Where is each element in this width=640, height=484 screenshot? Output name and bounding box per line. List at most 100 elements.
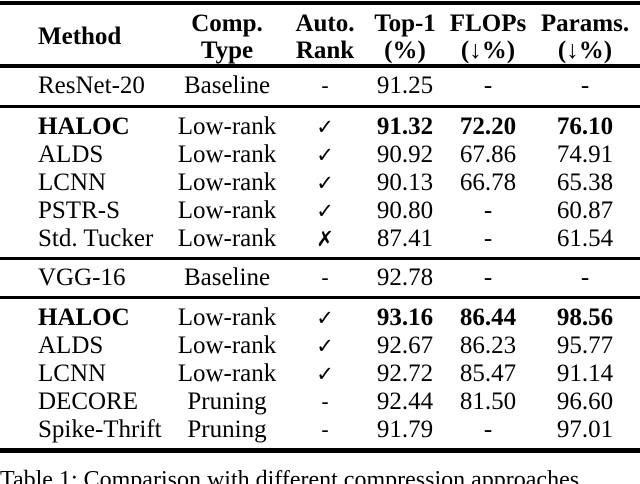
auto-rank-cell: - [321,266,329,290]
header-comp-type: Comp. Type [168,9,286,64]
comp-type-cell: Baseline [183,264,271,291]
header-method-label: Method [38,23,122,50]
table-row: Spike-Thrift Pruning - 91.79 - 97.01 [0,416,640,444]
header-comp-type-line1: Comp. [191,9,263,37]
header-top1-line2: (%) [384,36,426,64]
table-section: VGG-16 Baseline - 92.78 - - [0,260,640,296]
auto-rank-cell: - [321,74,329,98]
header-auto-rank-line1: Auto. [295,9,355,37]
header-params-line2: (↓%) [557,36,613,64]
table-header-row: Method Comp. Type Auto. Rank Top-1 (%) F… [0,5,640,64]
header-flops: FLOPs (↓%) [446,9,530,64]
header-flops-line1: FLOPs [449,9,527,37]
auto-rank-cell: ✓ [316,143,334,167]
table-bottom-rule [0,448,640,453]
table-section: HALOC Low-rank ✓ 91.32 72.20 76.10 ALDS … [0,108,640,257]
table-section: ResNet-20 Baseline - 91.25 - - [0,68,640,105]
params-cell: 60.87 [556,197,614,224]
comp-type-cell: Low-rank [177,225,277,252]
method-cell: LCNN [38,360,107,387]
method-cell: DECORE [38,388,138,415]
top1-cell: 90.92 [376,141,434,168]
params-cell: 74.91 [556,141,614,168]
table-row: PSTR-S Low-rank ✓ 90.80 - 60.87 [0,197,640,225]
params-cell: 98.56 [556,304,614,331]
flops-cell: - [483,197,493,224]
header-top1: Top-1 (%) [364,9,446,64]
table-top-rule [0,1,640,5]
header-auto-rank: Auto. Rank [286,9,364,64]
method-cell: HALOC [38,304,130,331]
table-row: LCNN Low-rank ✓ 90.13 66.78 65.38 [0,169,640,197]
top1-cell: 90.80 [376,197,434,224]
params-cell: 91.14 [556,360,614,387]
header-method: Method [0,9,168,64]
params-cell: 96.60 [556,388,614,415]
method-cell: HALOC [38,113,130,140]
header-comp-type-line2: Type [200,36,254,64]
table-row: LCNN Low-rank ✓ 92.72 85.47 91.14 [0,360,640,388]
auto-rank-cell: ✓ [316,115,334,139]
top1-cell: 92.78 [376,264,434,291]
auto-rank-cell: - [321,390,329,414]
method-cell: Spike-Thrift [38,416,162,443]
comparison-table: Method Comp. Type Auto. Rank Top-1 (%) F… [0,1,640,453]
flops-cell: 72.20 [459,113,517,140]
flops-cell: - [483,264,493,291]
auto-rank-cell: ✓ [316,199,334,223]
comp-type-cell: Low-rank [177,169,277,196]
method-cell: PSTR-S [38,197,120,224]
top1-cell: 92.67 [376,332,434,359]
auto-rank-cell: - [321,418,329,442]
comp-type-cell: Baseline [183,72,271,99]
table-row: ALDS Low-rank ✓ 90.92 67.86 74.91 [0,141,640,169]
flops-cell: 66.78 [459,169,517,196]
comp-type-cell: Low-rank [177,360,277,387]
method-cell: ALDS [38,141,104,168]
header-auto-rank-line2: Rank [295,36,355,64]
comp-type-cell: Low-rank [177,304,277,331]
table-row: ALDS Low-rank ✓ 92.67 86.23 95.77 [0,332,640,360]
auto-rank-cell: ✓ [316,306,334,330]
method-cell: LCNN [38,169,107,196]
params-cell: - [580,72,590,99]
top1-cell: 91.25 [376,72,434,99]
flops-cell: 86.44 [459,304,517,331]
top1-cell: 90.13 [376,169,434,196]
method-cell: ALDS [38,332,104,359]
flops-cell: - [483,416,493,443]
comp-type-cell: Low-rank [177,197,277,224]
table-body: ResNet-20 Baseline - 91.25 - - HALOC Low… [0,68,640,448]
top1-cell: 91.32 [376,113,434,140]
header-bottom-rule [0,64,640,68]
table-row: Std. Tucker Low-rank ✗ 87.41 - 61.54 [0,225,640,253]
comp-type-cell: Low-rank [177,332,277,359]
header-params-line1: Params. [540,9,630,37]
auto-rank-cell: ✗ [316,227,334,251]
params-cell: 76.10 [556,113,614,140]
auto-rank-cell: ✓ [316,171,334,195]
header-flops-line2: (↓%) [460,36,516,64]
flops-cell: 81.50 [459,388,517,415]
header-top1-line1: Top-1 [374,9,436,37]
table-row: VGG-16 Baseline - 92.78 - - [0,264,640,292]
top1-cell: 93.16 [376,304,434,331]
top1-cell: 91.79 [376,416,434,443]
flops-cell: 85.47 [459,360,517,387]
comp-type-cell: Pruning [187,388,267,415]
auto-rank-cell: ✓ [316,334,334,358]
params-cell: 65.38 [556,169,614,196]
table-caption: Table 1: Comparison with different compr… [0,467,580,484]
header-params: Params. (↓%) [530,9,640,64]
table-row: HALOC Low-rank ✓ 93.16 86.44 98.56 [0,304,640,332]
section-divider-rule [0,257,640,260]
top1-cell: 92.72 [376,360,434,387]
auto-rank-cell: ✓ [316,362,334,386]
table-section: HALOC Low-rank ✓ 93.16 86.44 98.56 ALDS … [0,299,640,448]
table-row: DECORE Pruning - 92.44 81.50 96.60 [0,388,640,416]
comp-type-cell: Pruning [187,416,267,443]
flops-cell: 67.86 [459,141,517,168]
section-divider-rule [0,296,640,299]
table-row: HALOC Low-rank ✓ 91.32 72.20 76.10 [0,113,640,141]
